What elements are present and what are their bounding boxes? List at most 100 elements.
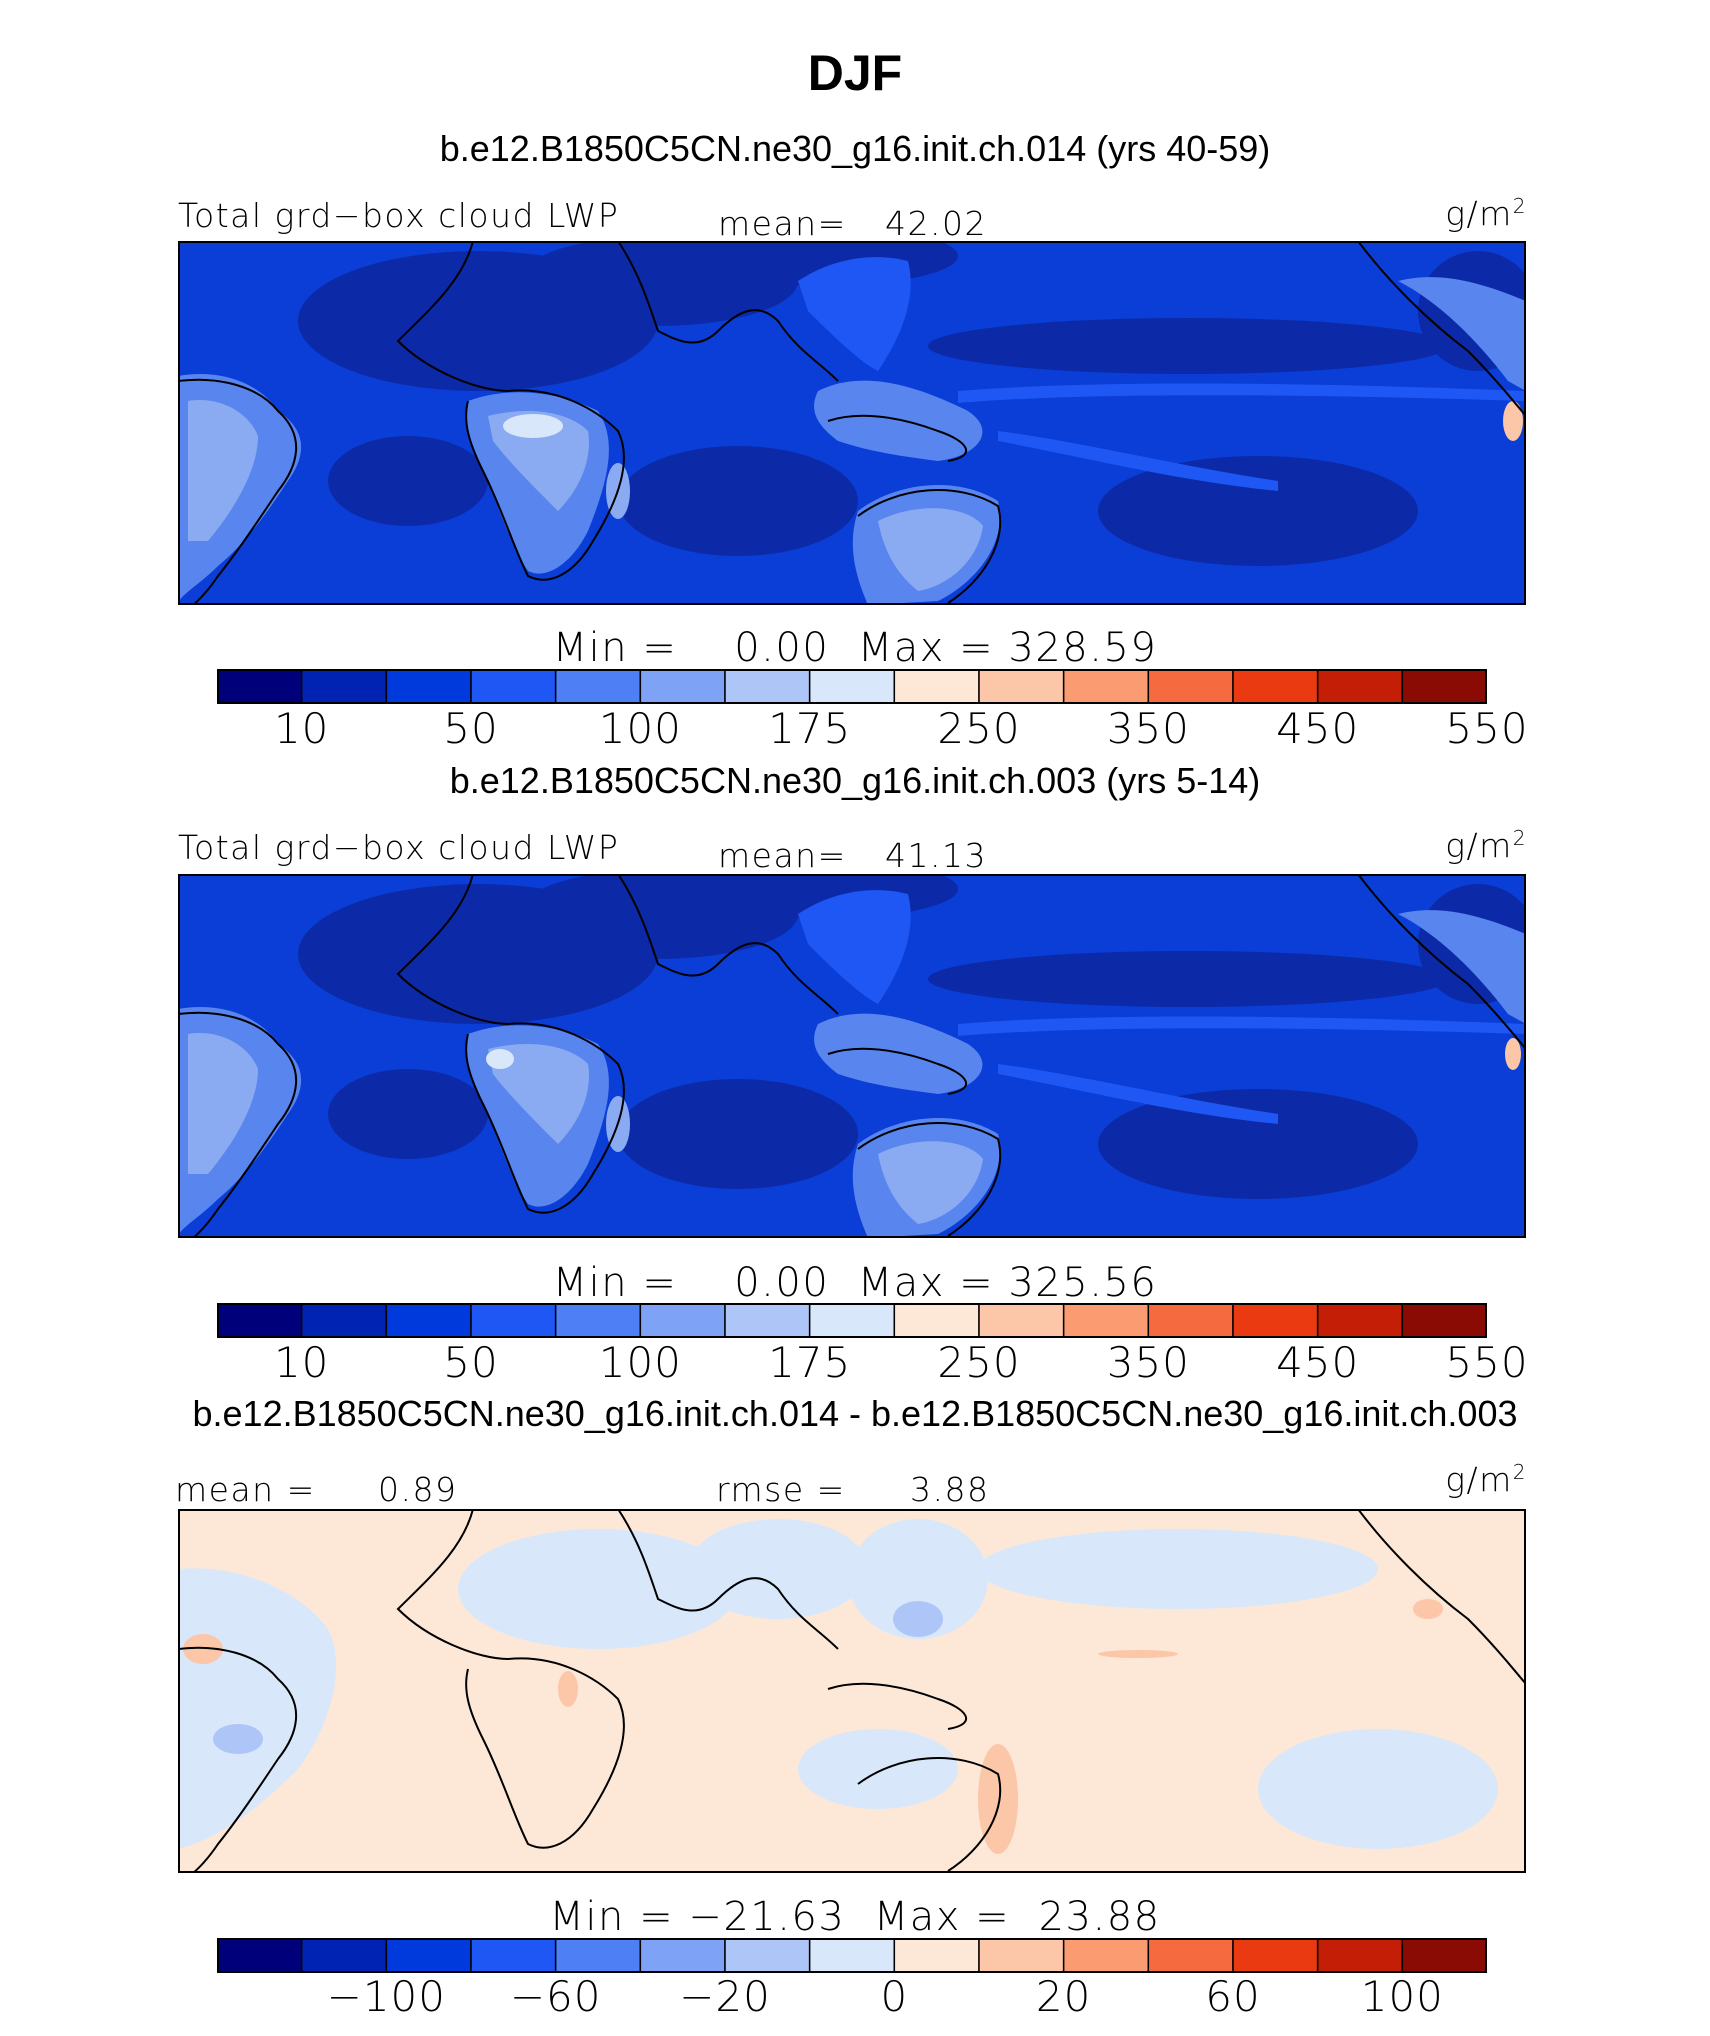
panel-1-colorbar — [217, 669, 1487, 704]
panel-3-colorbar-tick-label: 60 — [1205, 1972, 1261, 2021]
peru-peak — [1505, 1038, 1521, 1070]
panel-3-colorbar-swatch-13 — [1232, 1938, 1319, 1973]
panel-1-mean-label: mean= — [718, 204, 847, 243]
pos-australia — [978, 1744, 1018, 1854]
central-africa-core — [488, 1044, 589, 1144]
neg-sa-core — [213, 1724, 263, 1754]
maritime-continent — [814, 1013, 983, 1094]
panel-1-colorbar-swatch-1 — [217, 669, 303, 704]
panel-2-units: g/m2 — [1445, 826, 1527, 865]
panel-2-colorbar-swatch-5 — [554, 1303, 642, 1338]
panel-2-mean-label: mean= — [718, 836, 847, 875]
panel-2-colorbar-ticks: 10 50 100 175 250 350 450 550 — [217, 1338, 1528, 1388]
australia-core — [878, 508, 983, 591]
panel-1-mean-value: 42.02 — [885, 204, 987, 243]
panel-1-colorbar-swatch-3 — [385, 669, 472, 704]
panel-2-colorbar-swatch-7 — [724, 1303, 811, 1338]
panel-2-colorbar-tick-label: 10 — [273, 1338, 330, 1387]
panel-3-case-title: b.e12.B1850C5CN.ne30_g16.init.ch.014 - b… — [192, 1393, 1518, 1434]
panel-3-colorbar-swatch-11 — [1062, 1938, 1150, 1973]
panel-3-colorbar-swatch-12 — [1147, 1938, 1234, 1973]
central-america — [1398, 910, 1526, 1024]
panel-2-minmax: Min = 0.00 Max = 325.56 — [552, 1260, 1158, 1306]
itcz — [958, 1016, 1526, 1036]
pos-peru — [183, 1634, 223, 1664]
panel-1-minmax: Min = 0.00 Max = 328.59 — [552, 625, 1158, 671]
panel-2-map — [178, 874, 1526, 1238]
panel-3-rmse-label: rmse = — [716, 1470, 846, 1509]
pos-itcz — [1098, 1650, 1178, 1658]
south-america-core — [188, 400, 258, 541]
panel-1-colorbar-tick-label: 10 — [273, 704, 330, 753]
maritime-continent — [814, 380, 983, 461]
neg-indian — [688, 1519, 868, 1619]
spcz — [998, 431, 1278, 491]
panel-2-colorbar-swatch-11 — [1062, 1303, 1150, 1338]
npac-low — [928, 318, 1448, 374]
panel-2-colorbar-tick-label: 450 — [1276, 1338, 1360, 1387]
panel-1-colorbar-swatch-8 — [808, 669, 896, 704]
panel-1-colorbar-swatch-5 — [554, 669, 642, 704]
panel-3-rmse-value: 3.88 — [910, 1470, 990, 1509]
australia-core — [878, 1141, 983, 1224]
neg-spac — [1258, 1729, 1498, 1849]
panel-3-colorbar-swatch-14 — [1316, 1938, 1404, 1973]
panel-2-variable-label: Total grd−box cloud LWP — [178, 828, 620, 867]
panel-2-colorbar-tick-label: 250 — [937, 1338, 1021, 1387]
neg-east-asia — [848, 1519, 988, 1639]
panel-1-colorbar-tick-label: 450 — [1276, 704, 1360, 753]
panel-3-colorbar-swatch-5 — [554, 1938, 642, 1973]
panel-3-colorbar-tick-label: −20 — [679, 1972, 771, 2021]
npac-low — [928, 951, 1448, 1007]
coastlines — [178, 241, 1526, 605]
congo-peak — [503, 414, 563, 438]
panel-2-colorbar-swatch-6 — [639, 1303, 726, 1338]
spac-low — [1098, 456, 1418, 566]
panel-2-colorbar-swatch-1 — [217, 1303, 303, 1338]
coastlines — [178, 1509, 1526, 1873]
panel-1-colorbar-tick-label: 250 — [937, 704, 1021, 753]
panel-2-colorbar-swatch-2 — [300, 1303, 388, 1338]
neg-sio — [798, 1729, 958, 1809]
panel-1-colorbar-tick-label: 350 — [1106, 704, 1190, 753]
panel-3-colorbar-swatch-2 — [300, 1938, 388, 1973]
panel-3-colorbar-tick-label: 20 — [1035, 1972, 1092, 2021]
south-america-core — [188, 1033, 258, 1174]
panel-2-mean-value: 41.13 — [885, 836, 987, 875]
itcz — [958, 383, 1526, 403]
panel-3-colorbar-tick-label: 0 — [880, 1972, 909, 2021]
panel-1-colorbar-swatch-2 — [300, 669, 388, 704]
panel-1-colorbar-swatch-15 — [1401, 669, 1487, 704]
central-america — [1398, 277, 1526, 391]
panel-2-colorbar-swatch-14 — [1316, 1303, 1404, 1338]
panel-1-colorbar-swatch-12 — [1147, 669, 1234, 704]
east-asia — [798, 257, 911, 371]
sio-low — [618, 1079, 858, 1189]
panel-1-colorbar-swatch-7 — [724, 669, 811, 704]
panel-3-colorbar-swatch-10 — [978, 1938, 1065, 1973]
panel-1-case-title: b.e12.B1850C5CN.ne30_g16.init.ch.014 (yr… — [439, 128, 1271, 169]
neg-north-africa — [458, 1529, 738, 1649]
panel-2-colorbar-swatch-9 — [893, 1303, 980, 1338]
panel-3-colorbar-swatch-6 — [639, 1938, 726, 1973]
panel-3-colorbar-swatch-3 — [385, 1938, 472, 1973]
spcz — [998, 1064, 1278, 1124]
panel-2-colorbar-swatch-13 — [1232, 1303, 1319, 1338]
neg-region-atlantic — [178, 1568, 337, 1849]
congo-peak — [486, 1049, 514, 1069]
panel-3-colorbar-swatch-7 — [724, 1938, 811, 1973]
coastlines — [178, 874, 1526, 1238]
neg-npac — [978, 1529, 1378, 1609]
panel-3-map — [178, 1509, 1526, 1873]
panel-1-colorbar-tick-label: 50 — [443, 704, 499, 753]
panel-3-colorbar-swatch-4 — [470, 1938, 557, 1973]
panel-2-colorbar-tick-label: 100 — [598, 1338, 682, 1387]
neg-core-asia — [893, 1601, 943, 1637]
panel-2-colorbar-swatch-15 — [1401, 1303, 1487, 1338]
panel-3-colorbar — [217, 1938, 1487, 1973]
panel-2-colorbar-swatch-12 — [1147, 1303, 1234, 1338]
panel-3-colorbar-ticks: −100 −60 −20 0 20 60 100 — [217, 1972, 1487, 2022]
east-asia — [798, 890, 911, 1004]
panel-3-colorbar-swatch-1 — [217, 1938, 303, 1973]
panel-2-colorbar-tick-label: 50 — [443, 1338, 499, 1387]
